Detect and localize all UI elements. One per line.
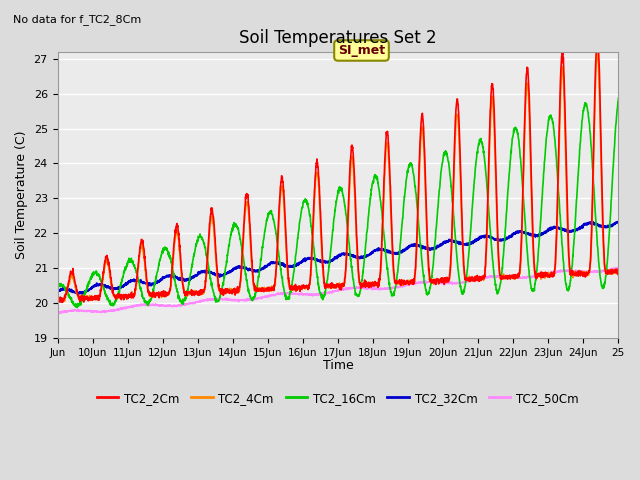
- TC2_2Cm: [614, 269, 622, 275]
- Line: TC2_4Cm: TC2_4Cm: [58, 53, 618, 301]
- TC2_32Cm: [74, 291, 81, 297]
- TC2_16Cm: [54, 284, 61, 289]
- TC2_4Cm: [507, 273, 515, 279]
- TC2_4Cm: [110, 292, 118, 298]
- TC2_16Cm: [607, 209, 614, 215]
- TC2_32Cm: [54, 288, 61, 294]
- TC2_16Cm: [507, 148, 515, 154]
- TC2_32Cm: [614, 219, 622, 225]
- TC2_4Cm: [594, 50, 602, 56]
- TC2_32Cm: [607, 222, 614, 228]
- TC2_32Cm: [231, 266, 239, 272]
- TC2_50Cm: [539, 271, 547, 276]
- TC2_16Cm: [614, 96, 622, 101]
- TC2_2Cm: [372, 280, 380, 286]
- Line: TC2_50Cm: TC2_50Cm: [58, 267, 618, 314]
- TC2_16Cm: [231, 224, 239, 229]
- TC2_50Cm: [231, 298, 239, 304]
- Line: TC2_16Cm: TC2_16Cm: [58, 98, 618, 308]
- TC2_2Cm: [607, 269, 614, 275]
- TC2_4Cm: [61, 299, 68, 304]
- TC2_32Cm: [507, 233, 515, 239]
- TC2_2Cm: [539, 270, 547, 276]
- TC2_50Cm: [614, 264, 621, 270]
- TC2_16Cm: [74, 305, 81, 311]
- TC2_50Cm: [372, 286, 380, 291]
- TC2_16Cm: [539, 185, 547, 191]
- TC2_50Cm: [54, 309, 61, 315]
- Legend: TC2_2Cm, TC2_4Cm, TC2_16Cm, TC2_32Cm, TC2_50Cm: TC2_2Cm, TC2_4Cm, TC2_16Cm, TC2_32Cm, TC…: [92, 387, 584, 409]
- TC2_50Cm: [110, 307, 118, 313]
- TC2_4Cm: [54, 296, 61, 301]
- Line: TC2_2Cm: TC2_2Cm: [58, 52, 618, 302]
- TC2_2Cm: [54, 296, 61, 302]
- TC2_16Cm: [372, 175, 380, 181]
- TC2_4Cm: [372, 281, 380, 287]
- TC2_32Cm: [372, 247, 380, 253]
- TC2_2Cm: [507, 274, 515, 280]
- TC2_50Cm: [614, 265, 622, 271]
- TC2_2Cm: [58, 300, 66, 305]
- TC2_32Cm: [614, 219, 622, 225]
- Y-axis label: Soil Temperature (C): Soil Temperature (C): [15, 131, 28, 259]
- Text: No data for f_TC2_8Cm: No data for f_TC2_8Cm: [13, 14, 141, 25]
- TC2_4Cm: [539, 275, 547, 280]
- Title: Soil Temperatures Set 2: Soil Temperatures Set 2: [239, 29, 436, 48]
- TC2_50Cm: [54, 311, 62, 317]
- Text: SI_met: SI_met: [338, 44, 385, 57]
- TC2_4Cm: [231, 287, 239, 293]
- TC2_32Cm: [110, 286, 118, 291]
- TC2_4Cm: [614, 269, 622, 275]
- TC2_32Cm: [539, 230, 547, 236]
- TC2_4Cm: [607, 270, 614, 276]
- TC2_50Cm: [607, 267, 614, 273]
- TC2_16Cm: [110, 302, 118, 308]
- TC2_50Cm: [507, 274, 515, 280]
- TC2_2Cm: [231, 289, 239, 295]
- Line: TC2_32Cm: TC2_32Cm: [58, 222, 618, 294]
- TC2_2Cm: [559, 49, 566, 55]
- X-axis label: Time: Time: [323, 359, 353, 372]
- TC2_2Cm: [110, 292, 118, 298]
